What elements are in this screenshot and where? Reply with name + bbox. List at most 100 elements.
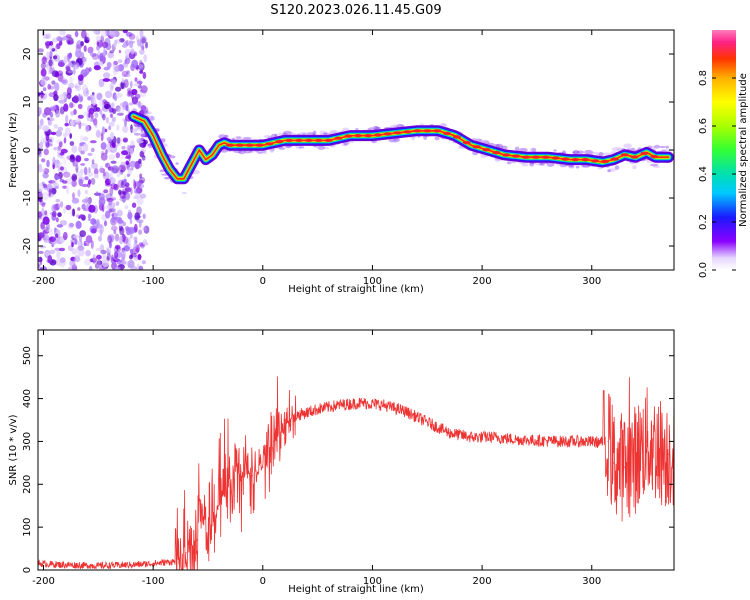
noise-blob <box>136 263 140 270</box>
noise-blob <box>88 179 92 185</box>
x-tick-label: 0 <box>260 576 266 587</box>
noise-blob <box>83 166 88 176</box>
noise-blob <box>99 109 103 115</box>
noise-blob <box>102 50 107 58</box>
noise-blob <box>114 39 118 45</box>
noise-blob <box>124 205 129 210</box>
noise-blob <box>43 236 47 241</box>
colorbar-tick-label: 0.6 <box>698 118 709 134</box>
noise-blob <box>47 117 50 121</box>
noise-blob <box>55 198 61 203</box>
noise-blob <box>70 111 75 116</box>
ridge-halo <box>270 148 275 151</box>
y-tick-label: 100 <box>22 518 33 537</box>
noise-blob <box>63 206 66 214</box>
noise-blob <box>82 143 89 152</box>
ridge-halo <box>514 146 520 151</box>
noise-blob <box>71 242 74 248</box>
noise-blob <box>85 125 90 133</box>
noise-blob <box>116 38 121 44</box>
x-tick-label: -200 <box>32 576 55 587</box>
noise-blob <box>71 175 75 182</box>
noise-blob <box>128 89 131 96</box>
noise-blob <box>77 94 84 103</box>
noise-blob <box>87 196 92 204</box>
noise-blob <box>128 152 131 162</box>
noise-blob <box>113 229 117 235</box>
noise-blob <box>114 251 119 259</box>
ridge-halo <box>607 168 616 172</box>
noise-blob <box>38 256 43 263</box>
ridge-bead <box>571 158 580 162</box>
noise-blob <box>73 95 79 104</box>
noise-blob <box>38 263 41 269</box>
noise-blob <box>105 162 111 169</box>
ridge-halo <box>394 138 400 142</box>
noise-blob <box>64 122 69 127</box>
ridge-halo <box>598 151 604 157</box>
noise-blob <box>52 156 56 166</box>
ridge-bead <box>393 131 402 135</box>
noise-blob <box>51 48 56 52</box>
ridge-halo <box>529 147 537 153</box>
noise-blob <box>113 183 119 191</box>
noise-blob <box>142 213 146 220</box>
snr-data-point <box>448 432 450 434</box>
noise-blob <box>53 94 59 102</box>
y-tick-label: 0 <box>22 147 33 153</box>
ridge-halo <box>630 147 636 151</box>
noise-blob <box>98 78 105 88</box>
noise-blob <box>93 168 99 175</box>
noise-blob <box>108 107 113 114</box>
noise-blob <box>140 105 147 112</box>
noise-blob <box>79 168 84 173</box>
noise-blob <box>103 104 111 109</box>
snr-series-line <box>38 376 674 570</box>
noise-blob <box>114 244 121 250</box>
noise-blob <box>103 72 111 79</box>
noise-blob <box>139 49 145 55</box>
noise-blob <box>56 35 62 42</box>
noise-blob <box>38 182 44 192</box>
noise-blob <box>108 154 116 161</box>
colorbar-tick-label: 0.0 <box>698 262 709 278</box>
noise-blob <box>95 247 102 252</box>
noise-blob <box>141 139 148 145</box>
ridge-halo <box>278 147 286 150</box>
colorbar-gradient <box>712 30 736 270</box>
noise-blob <box>102 250 106 258</box>
noise-blob <box>122 42 127 48</box>
noise-blob <box>125 160 130 166</box>
noise-blob <box>56 159 60 164</box>
snr-data-point <box>295 415 297 417</box>
ridge-halo <box>576 151 581 154</box>
ridge-halo <box>257 151 264 154</box>
ridge-bead <box>522 155 530 159</box>
noise-blob <box>107 235 112 244</box>
noise-blob <box>121 145 126 150</box>
snr-data-point <box>470 436 472 438</box>
noise-blob <box>129 218 133 225</box>
noise-blob <box>62 231 68 241</box>
noise-blob <box>94 112 99 118</box>
ridge-halo <box>224 134 229 138</box>
noise-blob <box>79 122 87 127</box>
snr-data-point <box>229 483 231 485</box>
noise-blob <box>122 221 126 226</box>
noise-blob <box>57 126 64 132</box>
snr-data-point <box>339 404 341 406</box>
ridge-halo <box>242 137 252 140</box>
noise-blob <box>57 145 62 151</box>
noise-blob <box>116 258 122 265</box>
noise-blob <box>75 155 82 163</box>
noise-blob <box>124 118 127 127</box>
noise-blob <box>125 32 133 37</box>
noise-blob <box>85 249 91 257</box>
noise-blob <box>142 106 149 113</box>
noise-blob <box>40 62 47 70</box>
colorbar-ticks: 0.0 0.2 0.4 0.6 0.8 <box>698 70 736 278</box>
snr-panel: -200 -100 0 100 200 300 0 100 200 300 400 500 Heigh… <box>8 329 675 595</box>
noise-blob <box>42 191 49 201</box>
noise-blob <box>115 105 121 112</box>
